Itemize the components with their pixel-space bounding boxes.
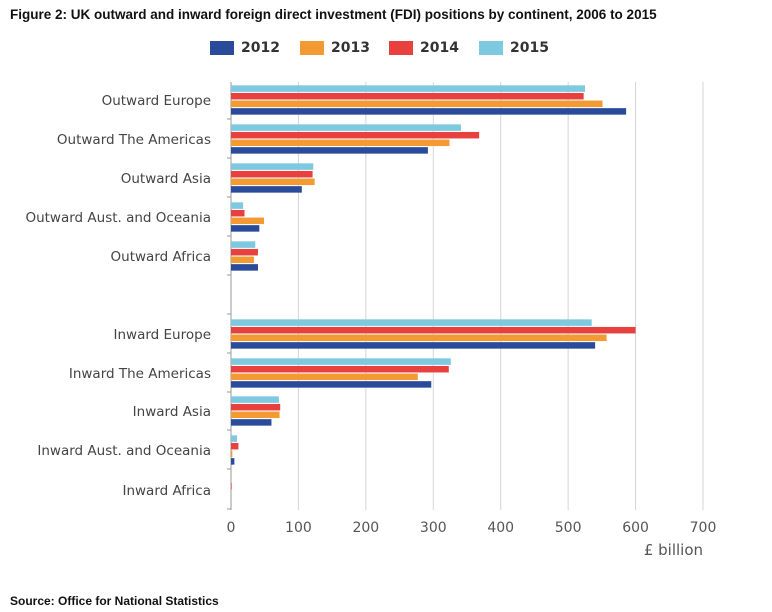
bar-2013 [231, 256, 254, 264]
category-label: Outward Africa [111, 249, 211, 265]
category-label: Inward Africa [122, 483, 211, 499]
source-note: Source: Office for National Statistics [10, 594, 219, 608]
bar-2013 [231, 139, 450, 147]
bar-2013 [231, 450, 233, 458]
bar-2013 [231, 100, 603, 108]
bar-2015 [231, 163, 314, 170]
category-label: Inward The Americas [69, 366, 211, 382]
bar-2015 [231, 241, 256, 248]
legend-label: 2012 [241, 40, 280, 56]
bar-2014 [231, 209, 245, 217]
x-tick-label: 0 [227, 520, 236, 536]
legend-item-2014: 2014 [389, 40, 459, 56]
bar-2012 [231, 147, 428, 154]
bar-2014 [231, 365, 449, 373]
bar-2014 [231, 170, 313, 178]
bar-2015 [231, 435, 238, 442]
category-label: Inward Aust. and Oceania [37, 443, 211, 459]
bar-2015 [231, 202, 244, 209]
bar-2014 [231, 403, 281, 411]
x-tick-label: 100 [285, 520, 312, 536]
chart-title: Figure 2: UK outward and inward foreign … [10, 7, 657, 22]
bar-2012 [231, 458, 235, 465]
legend-item-2013: 2013 [300, 40, 370, 56]
legend-label: 2015 [510, 40, 549, 56]
bar-2015 [231, 124, 461, 131]
category-label: Inward Asia [133, 404, 211, 420]
x-tick-label: 200 [352, 520, 379, 536]
x-axis-label: £ billion [644, 541, 703, 559]
legend-item-2012: 2012 [210, 40, 280, 56]
bar-2015 [231, 85, 585, 92]
bar-2012 [231, 264, 258, 271]
bar-2013 [231, 411, 280, 419]
legend-swatch [389, 41, 413, 55]
x-tick-label: 700 [690, 520, 717, 536]
bar-2015 [231, 358, 451, 365]
bar-2012 [231, 342, 596, 349]
category-label: Outward Aust. and Oceania [25, 210, 211, 226]
bar-2014 [231, 326, 636, 334]
legend-item-2015: 2015 [479, 40, 549, 56]
category-label: Outward The Americas [57, 132, 211, 148]
legend-swatch [300, 41, 324, 55]
bar-2013 [231, 217, 265, 225]
bar-2015 [231, 319, 592, 326]
bar-2014 [231, 131, 480, 139]
bar-2012 [231, 108, 627, 115]
x-tick-label: 300 [420, 520, 447, 536]
bar-2015 [231, 396, 279, 403]
bar-2013 [231, 178, 315, 186]
bar-2012 [231, 225, 260, 232]
legend-swatch [479, 41, 503, 55]
bar-2014 [231, 92, 584, 100]
legend-swatch [210, 41, 234, 55]
bar-chart: 0 100 200 300 400 500 600 700 Outward Europe Outw… [25, 82, 717, 559]
category-label: Outward Asia [121, 171, 211, 187]
bar-2014 [231, 442, 239, 450]
category-label: Inward Europe [114, 327, 212, 343]
bar-2014 [231, 248, 258, 256]
x-tick-label: 600 [622, 520, 649, 536]
x-tick-label: 400 [487, 520, 514, 536]
legend-label: 2013 [331, 40, 370, 56]
category-label: Outward Europe [102, 93, 211, 109]
bar-2012 [231, 186, 302, 193]
x-tick-label: 500 [555, 520, 582, 536]
bar-2012 [231, 419, 272, 426]
bar-2013 [231, 334, 607, 342]
bar-2013 [231, 373, 418, 381]
legend-label: 2014 [420, 40, 459, 56]
bar-2014 [231, 482, 232, 490]
bar-2012 [231, 381, 432, 388]
legend: 2012 2013 2014 2015 [0, 40, 772, 62]
